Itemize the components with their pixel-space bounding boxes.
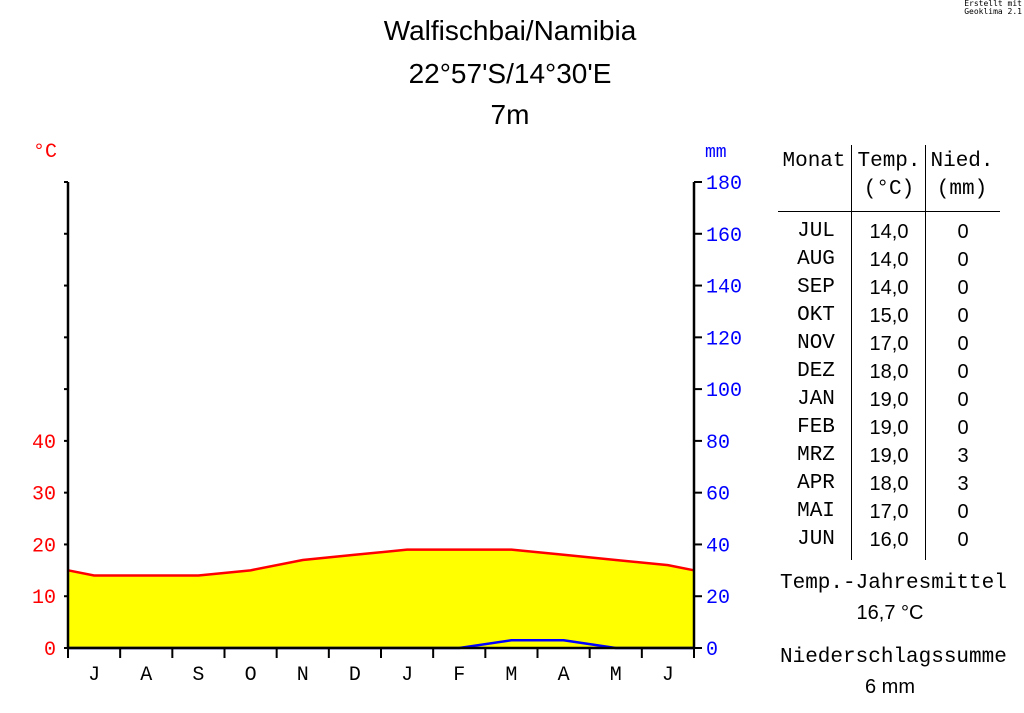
temp-cell: 19,0 [869,417,909,439]
right-tick-label: 180 [706,173,742,196]
credit-line-2: Geoklima 2.1 [964,7,1022,16]
temp-cell: 18,0 [869,473,909,495]
temp-cell: 14,0 [869,249,909,271]
month-cell: AUG [797,248,835,271]
month-label: A [140,664,152,687]
month-label: M [610,664,622,687]
table-row: JAN 19,0 0 [780,386,1000,414]
month-label: J [401,664,413,687]
table-row: JUN 16,0 0 [780,526,1000,554]
temp-cell: 15,0 [869,305,909,327]
temperature-area [68,549,694,648]
prec-cell: 0 [957,529,969,551]
right-tick-label: 60 [706,484,730,507]
prec-cell: 3 [957,473,969,495]
month-label: F [453,664,465,687]
table-row: OKT 15,0 0 [780,302,1000,330]
table-row: JUL 14,0 0 [780,218,1000,246]
left-tick-label: 40 [32,432,56,455]
right-tick-label: 0 [706,639,718,662]
table-header-rule [778,211,1000,212]
month-cell: DEZ [797,360,835,383]
prec-cell: 0 [957,333,969,355]
month-label: A [558,664,570,687]
month-label: J [662,664,674,687]
month-label: S [192,664,204,687]
left-axis-unit: °C [33,141,57,164]
station-elevation: 7m [490,99,530,130]
temperature-line [67,548,695,577]
month-cell: FEB [797,416,835,439]
table-row: MRZ 19,0 3 [780,442,1000,470]
prec-cell: 0 [957,361,969,383]
prec-cell: 0 [957,305,969,327]
month-label: D [349,664,361,687]
right-tick-label: 80 [706,432,730,455]
month-cell: JUL [797,220,835,243]
right-axis-unit: mm [705,143,727,163]
left-tick-label: 30 [32,484,56,507]
prec-total-value: 6 mm [865,676,915,698]
right-tick-label: 120 [706,328,742,351]
temp-cell: 17,0 [869,333,909,355]
month-label: N [297,664,309,687]
month-cell: JUN [797,528,835,551]
prec-cell: 0 [957,221,969,243]
col-header-prec: Nied. [930,150,994,173]
table-row: FEB 19,0 0 [780,414,1000,442]
credit-line-1: Erstellt mit [964,0,1022,8]
climate-chart: 0 20 40 60 80 100 120 140 160 180 0 10 20 30 40 °C mm J A S… [32,141,742,687]
left-tick-label: 0 [44,639,56,662]
table-divider-2 [925,145,926,560]
prec-cell: 3 [957,445,969,467]
temp-cell: 18,0 [869,361,909,383]
col-header-temp-unit: (°C) [863,178,915,201]
prec-cell: 0 [957,277,969,299]
month-label: M [505,664,517,687]
month-label: J [88,664,100,687]
right-tick-label: 40 [706,535,730,558]
col-header-month: Monat [782,150,846,173]
temp-cell: 14,0 [869,221,909,243]
station-title: Walfischbai/Namibia [383,15,637,46]
month-cell: JAN [797,388,835,411]
prec-cell: 0 [957,417,969,439]
temp-cell: 19,0 [869,389,909,411]
left-tick-label: 10 [32,587,56,610]
right-tick-label: 20 [706,587,730,610]
prec-total-label: Niederschlagssumme [780,646,1007,669]
col-header-prec-unit: (mm) [936,178,988,201]
col-header-temp: Temp. [857,150,921,173]
temp-cell: 19,0 [869,445,909,467]
prec-cell: 0 [957,501,969,523]
month-cell: MRZ [797,444,835,467]
temp-cell: 16,0 [869,529,909,551]
table-divider-1 [851,145,852,560]
month-cell: APR [797,472,835,495]
month-label: O [245,664,257,687]
prec-cell: 0 [957,249,969,271]
table-row: AUG 14,0 0 [780,246,1000,274]
temp-mean-label: Temp.-Jahresmittel [780,572,1007,595]
temp-mean-value: 16,7 °C [856,602,924,624]
table-row: APR 18,0 3 [780,470,1000,498]
credit-note: Erstellt mit Geoklima 2.1 [964,0,1022,16]
temp-cell: 17,0 [869,501,909,523]
month-cell: SEP [797,276,835,299]
temp-cell: 14,0 [869,277,909,299]
month-cell: OKT [797,304,835,327]
station-coordinates: 22°57'S/14°30'E [408,58,612,89]
right-tick-label: 160 [706,225,742,248]
table-row: DEZ 18,0 0 [780,358,1000,386]
right-tick-label: 100 [706,380,742,403]
table-row: NOV 17,0 0 [780,330,1000,358]
left-tick-label: 20 [32,535,56,558]
prec-cell: 0 [957,389,969,411]
month-cell: NOV [797,332,835,355]
table-row: SEP 14,0 0 [780,274,1000,302]
month-cell: MAI [797,500,835,523]
right-tick-label: 140 [706,277,742,300]
table-row: MAI 17,0 0 [780,498,1000,526]
